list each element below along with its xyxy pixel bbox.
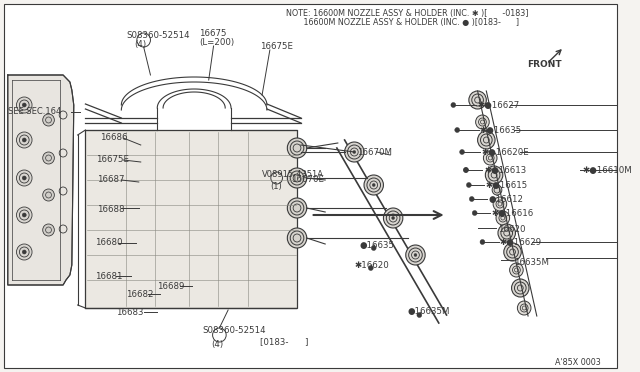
Circle shape bbox=[451, 103, 456, 108]
Text: SEE SEC.164: SEE SEC.164 bbox=[8, 107, 61, 116]
Text: ✱●16620E: ✱●16620E bbox=[481, 148, 529, 157]
Text: 16675: 16675 bbox=[199, 29, 227, 38]
Text: 16680: 16680 bbox=[95, 238, 123, 247]
Text: FRONT: FRONT bbox=[527, 60, 562, 69]
Circle shape bbox=[43, 189, 54, 201]
Circle shape bbox=[463, 167, 468, 173]
Circle shape bbox=[43, 224, 54, 236]
Circle shape bbox=[472, 211, 477, 215]
Circle shape bbox=[496, 211, 509, 225]
Text: NOTE: 16600M NOZZLE ASSY & HOLDER (INC. ✱ )[      -0183]: NOTE: 16600M NOZZLE ASSY & HOLDER (INC. … bbox=[286, 9, 529, 18]
Circle shape bbox=[467, 183, 471, 187]
Text: 16688: 16688 bbox=[97, 205, 125, 214]
Circle shape bbox=[492, 185, 502, 195]
Text: ✱16620: ✱16620 bbox=[355, 261, 389, 270]
Text: 16675E: 16675E bbox=[96, 155, 129, 164]
Circle shape bbox=[469, 196, 474, 202]
Circle shape bbox=[504, 243, 521, 261]
Polygon shape bbox=[8, 75, 74, 285]
Circle shape bbox=[509, 263, 524, 277]
Circle shape bbox=[22, 138, 26, 142]
Circle shape bbox=[287, 198, 307, 218]
Text: 16687: 16687 bbox=[97, 175, 125, 184]
Circle shape bbox=[517, 301, 531, 315]
Circle shape bbox=[22, 250, 26, 254]
Circle shape bbox=[469, 91, 486, 109]
Circle shape bbox=[485, 166, 503, 184]
Circle shape bbox=[493, 197, 507, 211]
Circle shape bbox=[369, 266, 373, 270]
Circle shape bbox=[480, 240, 485, 244]
Text: ●16635: ●16635 bbox=[359, 241, 394, 250]
Circle shape bbox=[17, 244, 32, 260]
Circle shape bbox=[476, 115, 489, 129]
Text: [0183-      ]: [0183- ] bbox=[260, 337, 308, 346]
Circle shape bbox=[372, 183, 375, 186]
Circle shape bbox=[511, 279, 529, 297]
Text: 16683: 16683 bbox=[116, 308, 144, 317]
Bar bbox=[85, 130, 297, 308]
Text: 16670M: 16670M bbox=[357, 148, 392, 157]
Circle shape bbox=[22, 103, 26, 107]
Text: ✱●16629: ✱●16629 bbox=[500, 238, 542, 247]
Text: 16681: 16681 bbox=[95, 272, 123, 281]
Circle shape bbox=[498, 224, 515, 242]
Circle shape bbox=[17, 207, 32, 223]
Text: ✱●16635: ✱●16635 bbox=[479, 126, 522, 135]
Circle shape bbox=[43, 114, 54, 126]
Circle shape bbox=[287, 138, 307, 158]
Text: 16635M: 16635M bbox=[515, 258, 550, 267]
Circle shape bbox=[406, 245, 425, 265]
Text: S08360-52514: S08360-52514 bbox=[126, 31, 190, 40]
Circle shape bbox=[414, 253, 417, 257]
Text: ✱●16627: ✱●16627 bbox=[477, 101, 520, 110]
Circle shape bbox=[344, 142, 364, 162]
Circle shape bbox=[43, 152, 54, 164]
Circle shape bbox=[463, 167, 468, 173]
Circle shape bbox=[460, 150, 465, 154]
Text: 16670E: 16670E bbox=[291, 175, 324, 184]
Text: 16686: 16686 bbox=[100, 133, 127, 142]
Text: (L=200): (L=200) bbox=[199, 38, 234, 47]
Text: ●16635M: ●16635M bbox=[408, 307, 450, 316]
Circle shape bbox=[17, 97, 32, 113]
Text: 16689: 16689 bbox=[157, 282, 184, 291]
Circle shape bbox=[287, 228, 307, 248]
Text: 16620: 16620 bbox=[498, 225, 525, 234]
Circle shape bbox=[353, 151, 356, 154]
Text: 16675E: 16675E bbox=[260, 42, 293, 51]
Circle shape bbox=[22, 176, 26, 180]
Text: ✱●16616: ✱●16616 bbox=[491, 209, 533, 218]
Circle shape bbox=[17, 132, 32, 148]
Circle shape bbox=[417, 312, 422, 317]
Text: A'85X 0003: A'85X 0003 bbox=[556, 358, 601, 367]
Circle shape bbox=[371, 246, 376, 250]
Text: 16682: 16682 bbox=[126, 290, 154, 299]
Text: S08360-52514: S08360-52514 bbox=[202, 326, 266, 335]
Text: ✱●16615: ✱●16615 bbox=[485, 181, 527, 190]
Text: V08915-4351A: V08915-4351A bbox=[262, 170, 324, 179]
Circle shape bbox=[22, 213, 26, 217]
Text: ●16612: ●16612 bbox=[488, 195, 524, 204]
Circle shape bbox=[455, 128, 460, 132]
Text: (4): (4) bbox=[212, 340, 224, 349]
Circle shape bbox=[17, 170, 32, 186]
Circle shape bbox=[287, 168, 307, 188]
Text: (4): (4) bbox=[134, 40, 146, 49]
Circle shape bbox=[392, 217, 395, 219]
Text: (1): (1) bbox=[270, 182, 282, 191]
Circle shape bbox=[483, 151, 497, 165]
Text: ✱●16610M: ✱●16610M bbox=[582, 166, 632, 175]
Circle shape bbox=[383, 208, 403, 228]
Text: 16600M NOZZLE ASSY & HOLDER (INC. ● )[0183-      ]: 16600M NOZZLE ASSY & HOLDER (INC. ● )[01… bbox=[286, 18, 520, 27]
Circle shape bbox=[364, 175, 383, 195]
Text: ✱●16613: ✱●16613 bbox=[484, 166, 527, 175]
Circle shape bbox=[477, 131, 495, 149]
